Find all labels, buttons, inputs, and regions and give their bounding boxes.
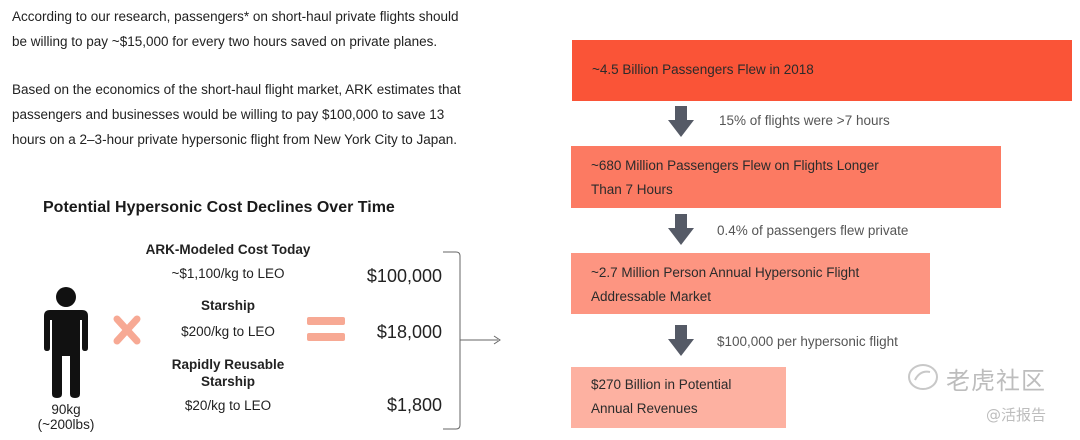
row-1-value: $100,000 — [366, 266, 442, 286]
multiply-icon — [113, 315, 141, 345]
funnel-step-4: $270 Billion in Potential Annual Revenue… — [571, 367, 786, 428]
funnel-step-3: ~2.7 Million Person Annual Hypersonic Fl… — [571, 253, 930, 314]
funnel-step-2: ~680 Million Passengers Flew on Flights … — [571, 146, 1001, 208]
funnel-step-2-line1: ~680 Million Passengers Flew on Flights … — [591, 158, 879, 173]
cost-panel-title: Potential Hypersonic Cost Declines Over … — [43, 199, 395, 216]
row-1-name: ARK-Modeled Cost Today — [145, 242, 311, 257]
intro-p1-line2: be willing to pay ~$15,000 for every two… — [12, 34, 438, 49]
funnel-step-4-line1: $270 Billion in Potential — [591, 377, 732, 392]
funnel-step-3-line2: Addressable Market — [591, 289, 712, 304]
row-3-cost: $20/kg to LEO — [184, 398, 272, 413]
funnel-step-1: ~4.5 Billion Passengers Flew in 2018 — [572, 40, 1072, 101]
intro-paragraph-1: According to our research, passengers* o… — [12, 4, 532, 54]
intro-paragraph-2: Based on the economics of the short-haul… — [12, 77, 532, 152]
funnel-step-1-line1: ~4.5 Billion Passengers Flew in 2018 — [592, 62, 814, 77]
watermark-logo-icon — [908, 364, 938, 390]
intro-p2-line1: Based on the economics of the short-haul… — [12, 82, 461, 97]
person-icon — [44, 287, 88, 398]
person-weight-kg: 90kg — [51, 402, 81, 417]
funnel-step-3-line1: ~2.7 Million Person Annual Hypersonic Fl… — [591, 265, 860, 280]
row-3-value: $1,800 — [386, 395, 442, 415]
intro-p2-line2: passengers and businesses would be willi… — [12, 107, 445, 122]
row-2-name: Starship — [200, 298, 255, 313]
watermark-brand: 老虎社区 — [946, 367, 1046, 395]
row-3-name: Rapidly Reusable Starship — [130, 356, 326, 390]
down-arrow-icon-2 — [668, 214, 694, 245]
down-arrow-icon-3 — [668, 325, 694, 356]
bracket-connector — [443, 251, 501, 430]
equals-icon-bottom — [307, 333, 345, 341]
watermark-handle: @活报告 — [986, 406, 1047, 424]
transition-3: $100,000 per hypersonic flight — [717, 334, 898, 349]
down-arrow-icon-1 — [668, 106, 694, 137]
row-2-value: $18,000 — [376, 322, 442, 342]
row-3-name-line1: Rapidly Reusable — [171, 357, 285, 372]
funnel-step-4-line2: Annual Revenues — [591, 401, 698, 416]
intro-p1-line1: According to our research, passengers* o… — [12, 9, 459, 24]
person-weight-lbs: (~200lbs) — [37, 417, 95, 432]
equals-icon-top — [307, 317, 345, 325]
transition-1: 15% of flights were >7 hours — [719, 113, 890, 128]
row-2-cost: $200/kg to LEO — [181, 324, 275, 339]
funnel-step-2-line2: Than 7 Hours — [591, 182, 673, 197]
person-weight-label: 90kg (~200lbs) — [28, 402, 104, 432]
row-3-name-line2: Starship — [200, 374, 255, 389]
transition-2: 0.4% of passengers flew private — [717, 223, 909, 238]
row-1-cost: ~$1,100/kg to LEO — [171, 266, 285, 281]
intro-p2-line3: hours on a 2–3-hour private hypersonic f… — [12, 132, 457, 147]
